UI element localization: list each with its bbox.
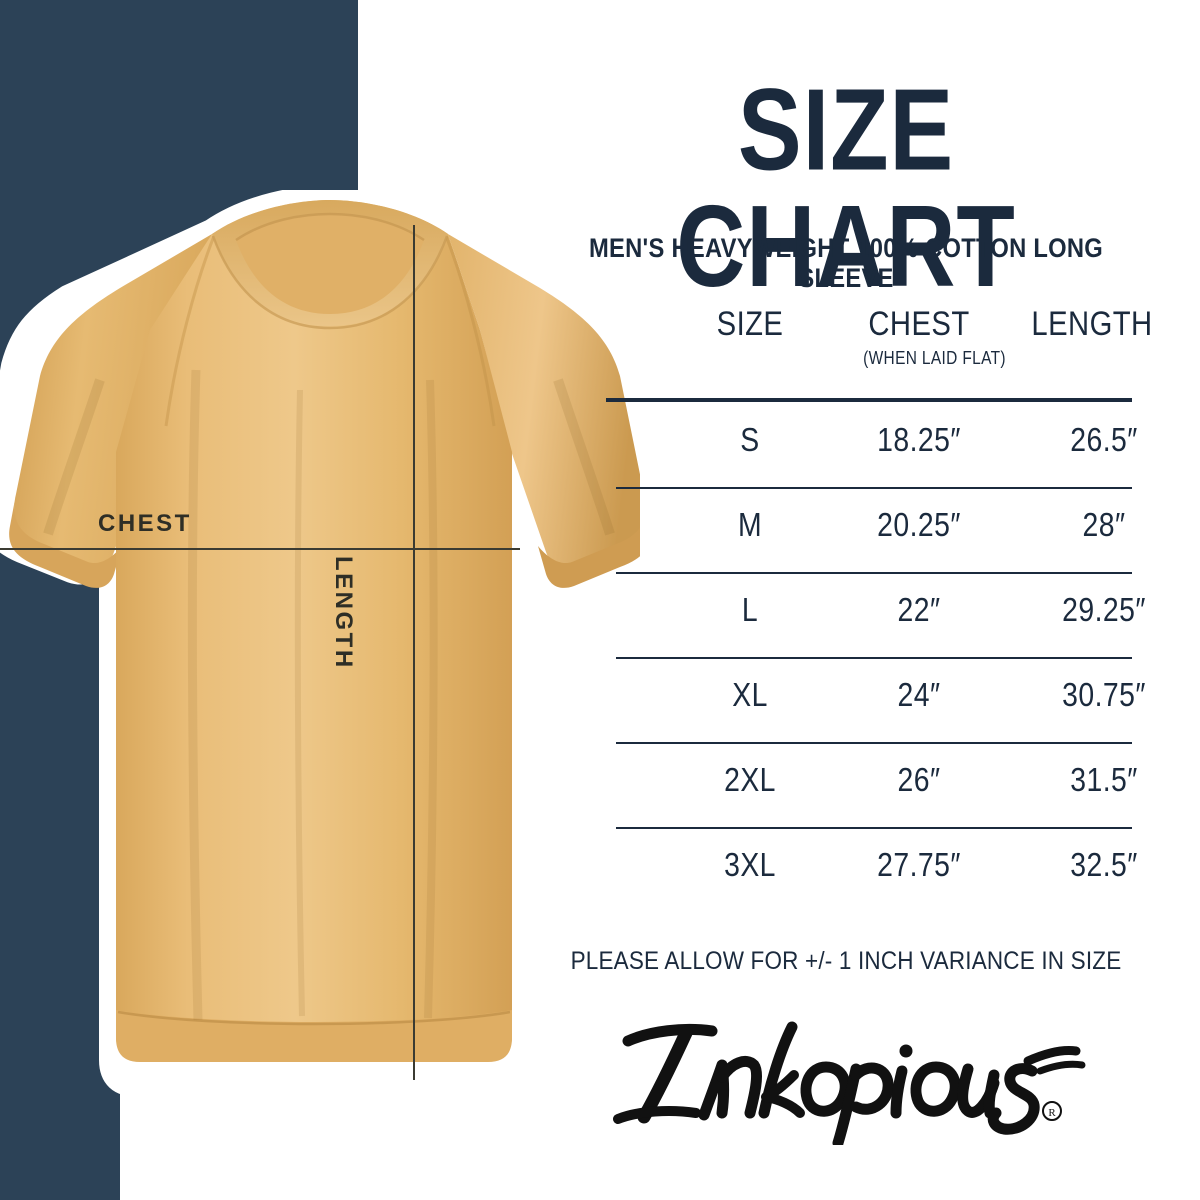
column-header-chest: CHEST: [868, 305, 970, 343]
cell-length: 29.25″: [1062, 591, 1146, 628]
table-row: XL 24″ 30.75″: [602, 659, 1145, 744]
registered-trademark-icon: R: [1042, 1101, 1062, 1121]
collar-outer-stitch: [211, 235, 449, 330]
inkopious-wordmark: R: [613, 1021, 1086, 1145]
svg-text:R: R: [1048, 1107, 1056, 1119]
hem-stitch: [117, 1010, 511, 1026]
table-body: S 18.25″ 26.5″ M 20.25″ 28″ L 22″ 29.25″: [602, 404, 1145, 914]
shirt-body: [116, 200, 512, 1060]
table-row: 2XL 26″ 31.5″: [602, 744, 1137, 829]
collar-inner-opening: [236, 214, 424, 314]
cell-chest: 18.25″: [877, 421, 961, 458]
column-header-length: LENGTH: [1031, 305, 1153, 343]
page-subtitle: MEN'S HEAVYWEIGHT 100% COTTON LONG SLEEV…: [588, 233, 1104, 293]
cell-length: 31.5″: [1070, 761, 1138, 798]
right-cuff: [538, 527, 640, 588]
brand-logo: R: [600, 1005, 1100, 1145]
cell-size: 2XL: [724, 761, 776, 798]
cell-chest: 20.25″: [877, 506, 961, 543]
row-divider: [616, 827, 1132, 829]
cell-length: 28″: [1082, 506, 1126, 543]
row-divider: [616, 657, 1132, 659]
table-header-row: SIZE CHEST LENGTH (WHEN LAID FLAT): [602, 305, 1153, 395]
cell-chest: 22″: [897, 591, 941, 628]
table-row: 3XL 27.75″ 32.5″: [602, 829, 1137, 914]
cell-size: S: [740, 421, 760, 458]
cell-length: 26.5″: [1070, 421, 1138, 458]
column-header-size: SIZE: [716, 305, 784, 343]
right-shoulder-seam: [444, 235, 496, 427]
cell-size: M: [737, 506, 763, 543]
row-divider: [616, 742, 1132, 744]
cell-length: 30.75″: [1062, 676, 1146, 713]
table-row: L 22″ 29.25″: [602, 574, 1145, 659]
chart-content: SIZE CHART MEN'S HEAVYWEIGHT 100% COTTON…: [540, 0, 1160, 1200]
variance-note: PLEASE ALLOW FOR +/- 1 INCH VARIANCE IN …: [570, 947, 1122, 975]
cell-chest: 26″: [897, 761, 941, 798]
header-divider: [606, 398, 1132, 402]
table-row: S 18.25″ 26.5″: [602, 404, 1137, 489]
row-divider: [616, 572, 1132, 574]
row-divider: [616, 487, 1132, 489]
cell-size: L: [741, 591, 759, 628]
table-row: M 20.25″ 28″: [602, 489, 1132, 574]
size-table: SIZE CHEST LENGTH (WHEN LAID FLAT) S 18.…: [602, 305, 1153, 883]
cell-size: XL: [732, 676, 768, 713]
cell-length: 32.5″: [1070, 846, 1138, 883]
left-shoulder-seam: [164, 235, 216, 427]
cell-size: 3XL: [724, 846, 776, 883]
left-cuff: [9, 494, 122, 588]
page-title: SIZE CHART: [676, 65, 1016, 312]
fabric-folds: [43, 369, 615, 1021]
collar-stitch: [235, 212, 425, 242]
cell-chest: 27.75″: [877, 846, 961, 883]
chest-subnote: (WHEN LAID FLAT): [863, 348, 1006, 368]
right-sleeve: [448, 234, 640, 566]
cell-chest: 24″: [897, 676, 941, 713]
